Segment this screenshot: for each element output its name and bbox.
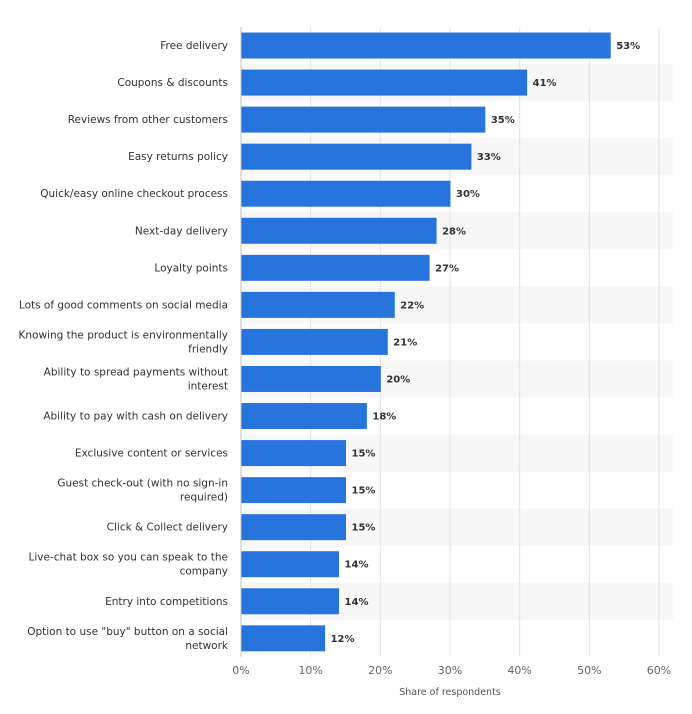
category-label: Quick/easy online checkout process bbox=[40, 188, 228, 200]
category-labels: Free delivery Coupons & discounts Reviews … bbox=[19, 40, 229, 652]
x-tick-labels: 0% 10% 20% 30% 40% 50% 60% bbox=[232, 664, 671, 677]
value-label: 28% bbox=[442, 226, 466, 237]
bars bbox=[241, 32, 611, 652]
value-label: 12% bbox=[331, 634, 355, 645]
value-label: 21% bbox=[393, 337, 417, 348]
bar bbox=[241, 328, 388, 355]
value-label: 30% bbox=[456, 189, 480, 200]
value-label: 41% bbox=[533, 78, 557, 89]
bar bbox=[241, 365, 381, 392]
value-label: 15% bbox=[352, 449, 376, 460]
bar bbox=[241, 217, 437, 244]
bar bbox=[241, 403, 367, 430]
category-label: Guest check-out (with no sign-in required… bbox=[57, 478, 228, 504]
bar bbox=[241, 551, 340, 578]
value-label: 27% bbox=[435, 263, 459, 274]
category-label: Reviews from other customers bbox=[68, 114, 228, 126]
value-label: 14% bbox=[345, 560, 369, 571]
category-label: Ability to pay with cash on delivery bbox=[43, 411, 228, 423]
x-tick-label: 10% bbox=[298, 664, 322, 677]
category-label: Live-chat box so you can speak to the com… bbox=[29, 552, 229, 578]
bar bbox=[241, 588, 340, 615]
value-label: 18% bbox=[372, 412, 396, 423]
category-label: Knowing the product is environmentally fr… bbox=[19, 329, 229, 355]
category-label: Entry into competitions bbox=[105, 596, 228, 608]
value-label: 15% bbox=[352, 486, 376, 497]
value-labels: 53% 41% 35% 33% 30% 28% 27% 22% 21% 20% 18% 15% 15% 1… bbox=[331, 41, 641, 645]
bar bbox=[241, 440, 346, 467]
bar bbox=[241, 32, 611, 59]
category-label: Lots of good comments on social media bbox=[19, 299, 228, 311]
category-label: Click & Collect delivery bbox=[107, 522, 228, 534]
x-axis-title: Share of respondents bbox=[399, 687, 501, 698]
category-label: Loyalty points bbox=[154, 262, 228, 274]
x-tick-label: 20% bbox=[368, 664, 392, 677]
bar bbox=[241, 143, 472, 170]
category-label: Option to use "buy" button on a social ne… bbox=[27, 626, 229, 652]
x-tick-label: 0% bbox=[232, 664, 249, 677]
x-tick-label: 40% bbox=[507, 664, 531, 677]
category-label: Ability to spread payments without intere… bbox=[44, 366, 228, 392]
bar bbox=[241, 625, 326, 652]
category-label: Free delivery bbox=[160, 40, 228, 52]
value-label: 15% bbox=[352, 523, 376, 534]
x-tick-label: 60% bbox=[647, 664, 671, 677]
value-label: 33% bbox=[477, 152, 501, 163]
bar bbox=[241, 69, 528, 96]
category-label: Exclusive content or services bbox=[75, 448, 228, 460]
value-label: 53% bbox=[616, 41, 640, 52]
bar bbox=[241, 514, 346, 541]
x-tick-label: 50% bbox=[577, 664, 601, 677]
value-label: 35% bbox=[491, 115, 515, 126]
value-label: 20% bbox=[386, 374, 410, 385]
category-label: Next-day delivery bbox=[135, 225, 228, 237]
value-label: 14% bbox=[345, 597, 369, 608]
bar bbox=[241, 291, 395, 318]
x-tick-label: 30% bbox=[438, 664, 462, 677]
category-label: Easy returns policy bbox=[128, 151, 228, 163]
category-label: Coupons & discounts bbox=[117, 77, 228, 89]
value-label: 22% bbox=[400, 300, 424, 311]
bar bbox=[241, 254, 430, 281]
bar bbox=[241, 180, 451, 207]
bar bbox=[241, 477, 346, 504]
bar bbox=[241, 106, 486, 133]
